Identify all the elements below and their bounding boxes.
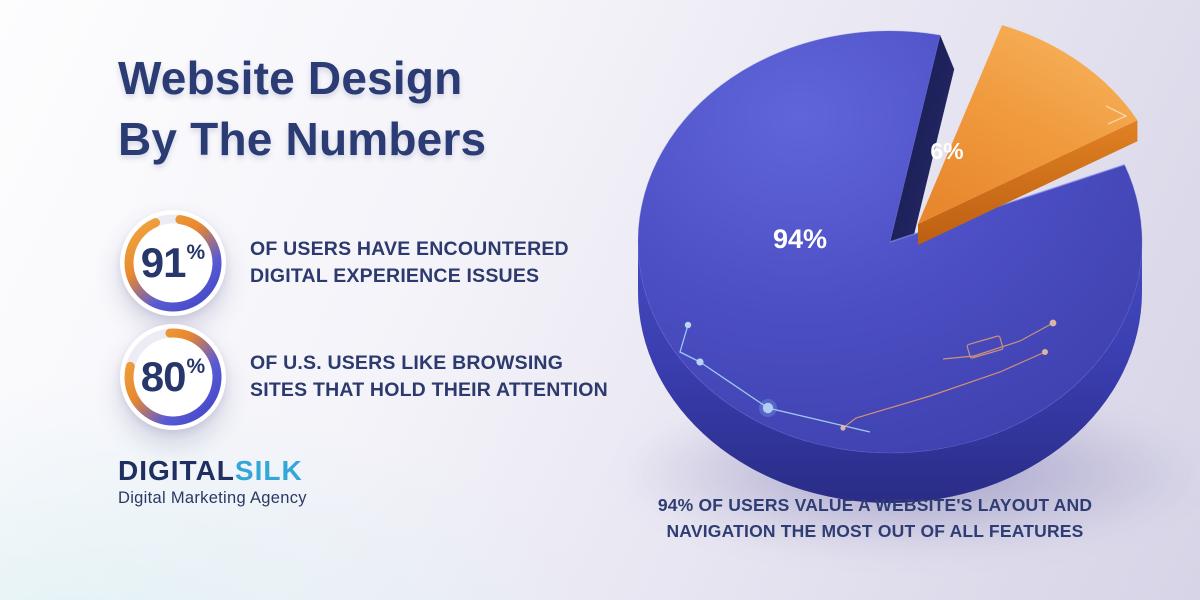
ring-chart-icon — [124, 214, 222, 312]
infographic-title: Website Design By The Numbers — [118, 48, 486, 170]
stat-value: 91% — [120, 210, 226, 316]
stat-number: 91 — [140, 239, 187, 286]
stat-percent-sign: % — [186, 241, 206, 264]
pie-caption-line-2: NAVIGATION THE MOST OUT OF ALL FEATURES — [666, 521, 1084, 541]
pie-slice-6 — [918, 25, 1138, 224]
stat-description: OF U.S. USERS LIKE BROWSING SITES THAT H… — [250, 350, 608, 404]
pie-label-94: 94% — [773, 224, 827, 254]
brand-name-silk: SILK — [234, 455, 303, 486]
brand-logo: DIGITALSILK Digital Marketing Agency — [118, 456, 307, 508]
pie-label-6: 6% — [930, 138, 963, 164]
stat-number: 80 — [140, 353, 187, 400]
pie-caption-line-1: 94% OF USERS VALUE A WEBSITE'S LAYOUT AN… — [657, 495, 1093, 515]
stat-description-line-1: OF USERS HAVE ENCOUNTERED — [250, 238, 569, 260]
stat-value: 80% — [120, 324, 226, 430]
circuit-decoration-left — [679, 321, 871, 433]
title-line-1: Website Design — [118, 52, 463, 104]
brand-name: DIGITALSILK — [118, 456, 307, 486]
stat-description-line-2: SITES THAT HOLD THEIR ATTENTION — [250, 379, 608, 401]
pie-chart-3d: 94% 6% — [638, 25, 1143, 503]
pie-slice-6-side — [918, 120, 1138, 245]
stat-description: OF USERS HAVE ENCOUNTERED DIGITAL EXPERI… — [250, 236, 569, 290]
stat-description-line-1: OF U.S. USERS LIKE BROWSING — [250, 352, 564, 374]
pie-slice-94 — [638, 30, 1143, 454]
pie-caption: 94% OF USERS VALUE A WEBSITE'S LAYOUT AN… — [620, 492, 1130, 544]
stat-percent-sign: % — [186, 355, 206, 378]
stat-description-line-2: DIGITAL EXPERIENCE ISSUES — [250, 265, 540, 287]
stat-item-80: 80% OF U.S. USERS LIKE BROWSING SITES TH… — [120, 324, 608, 430]
brand-name-digital: DIGITAL — [118, 455, 235, 486]
title-line-2: By The Numbers — [118, 113, 487, 165]
stat-item-91: 91% OF USERS HAVE ENCOUNTERED DIGITAL EX… — [120, 210, 569, 316]
circuit-decoration-right — [840, 319, 1057, 431]
pie-side-face — [638, 242, 1142, 503]
brand-tagline: Digital Marketing Agency — [118, 489, 307, 507]
percentage-ring-91: 91% — [120, 210, 226, 316]
pie-cut-face — [890, 35, 955, 277]
percentage-ring-80: 80% — [120, 324, 226, 430]
pie-slice-highlight — [1105, 105, 1128, 125]
ring-chart-icon — [124, 328, 222, 426]
